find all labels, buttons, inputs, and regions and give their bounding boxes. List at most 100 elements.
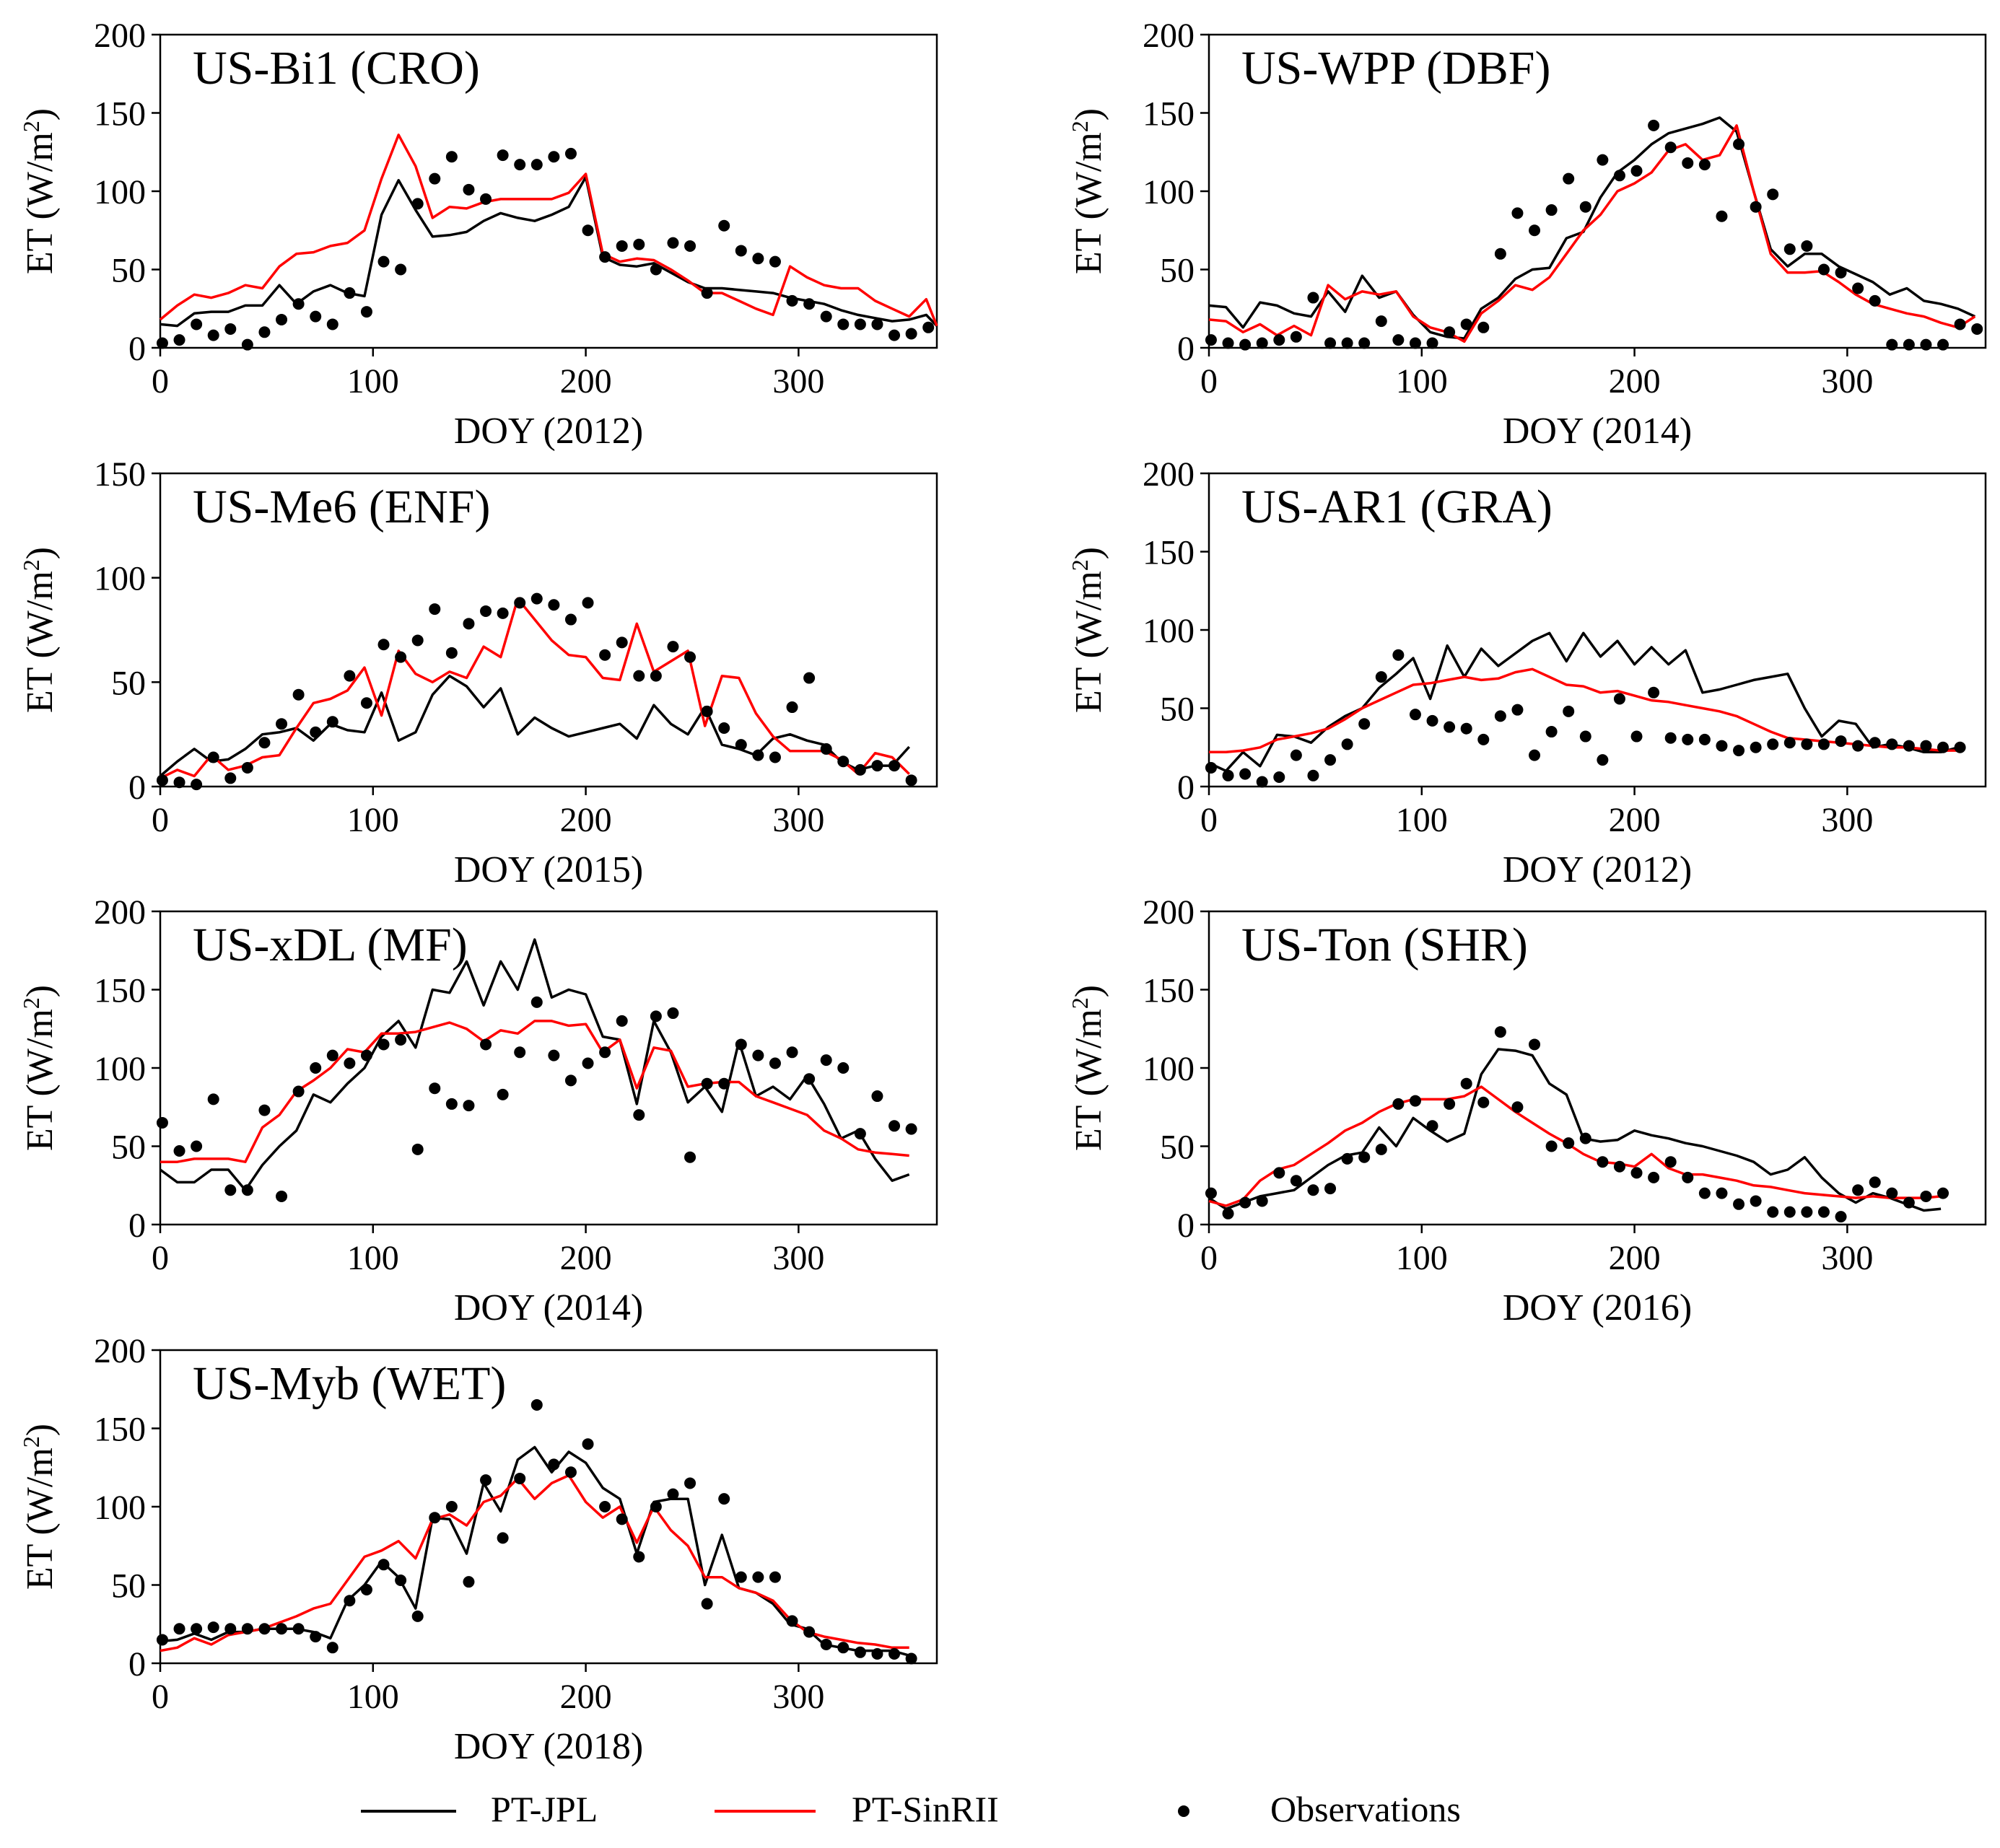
observation-point — [1903, 1196, 1915, 1209]
observation-point — [599, 1046, 611, 1059]
observation-point — [173, 334, 185, 346]
observation-point — [310, 726, 322, 738]
observation-point — [1545, 204, 1558, 216]
x-tick-label: 300 — [1821, 801, 1873, 839]
x-tick-label: 200 — [560, 362, 612, 400]
y-tick-label: 0 — [128, 768, 146, 807]
observation-point — [1222, 769, 1234, 781]
observation-point — [1630, 730, 1643, 743]
observation-point — [411, 634, 424, 647]
observation-point — [310, 1631, 322, 1643]
series-line-pt-sinrii — [160, 1473, 909, 1652]
observation-point — [224, 323, 237, 335]
observation-point — [463, 1100, 475, 1112]
observation-point — [445, 1098, 458, 1110]
x-axis-title: DOY (2016) — [1503, 1287, 1692, 1328]
observation-point — [1341, 1152, 1353, 1165]
observation-point — [1835, 735, 1847, 748]
series-line-pt-jpl — [1208, 1048, 1942, 1212]
chart-panel: 0 50 100 150 200 0 100 200 300 DOY (2018) ET (W/m2… — [18, 1332, 938, 1767]
observation-point — [667, 1488, 679, 1500]
observation-point — [360, 1584, 372, 1596]
observation-point — [258, 1104, 271, 1116]
observation-point — [1239, 768, 1252, 780]
observation-point — [888, 329, 901, 341]
y-tick-label: 200 — [94, 893, 146, 932]
observation-point — [718, 722, 730, 734]
y-tick-label: 200 — [94, 1332, 146, 1370]
observation-point — [786, 701, 798, 714]
observation-point — [1682, 157, 1694, 169]
observation-point — [377, 255, 390, 268]
y-tick-label: 0 — [1177, 768, 1195, 807]
y-tick-label: 0 — [1177, 330, 1195, 368]
observation-point — [480, 1474, 492, 1486]
observation-point — [1630, 165, 1643, 177]
observation-point — [1698, 1187, 1711, 1199]
observation-point — [344, 287, 356, 299]
observation-point — [616, 1513, 628, 1525]
observation-point — [1801, 240, 1813, 252]
observation-point — [1954, 318, 1966, 330]
observation-point — [599, 649, 611, 661]
observation-point — [276, 1190, 288, 1202]
observation-point — [1477, 733, 1490, 745]
observation-point — [684, 651, 696, 663]
observation-point — [582, 1057, 594, 1069]
series-line-pt-sinrii — [160, 1020, 909, 1163]
x-tick-label: 200 — [560, 1678, 612, 1716]
observation-point — [1460, 722, 1472, 735]
observation-point — [514, 1046, 526, 1059]
observation-point — [548, 151, 560, 163]
observation-point — [1563, 705, 1575, 717]
observation-point — [752, 1049, 764, 1061]
observation-point — [445, 151, 458, 163]
observation-point — [497, 1532, 509, 1544]
observation-point — [769, 1571, 781, 1583]
observation-point — [1613, 693, 1625, 705]
y-tick-label: 150 — [1143, 95, 1195, 133]
observation-point — [1801, 1206, 1813, 1218]
observation-point — [1273, 334, 1285, 346]
observation-point — [530, 159, 543, 171]
observation-point — [684, 1477, 696, 1489]
observation-point — [173, 1145, 185, 1157]
y-tick-label: 50 — [111, 664, 146, 702]
x-tick-label: 0 — [1200, 362, 1218, 400]
observation-point — [718, 219, 730, 232]
observation-point — [633, 670, 645, 682]
observation-point — [1852, 1184, 1864, 1196]
observation-point — [258, 1623, 271, 1635]
series-line-pt-sinrii — [1208, 1085, 1942, 1207]
observation-point — [360, 306, 372, 318]
x-tick-label: 100 — [1396, 801, 1448, 839]
observation-point — [735, 245, 747, 257]
observation-point — [1869, 737, 1881, 749]
observation-point — [1239, 338, 1252, 351]
observation-point — [564, 613, 577, 626]
observation-point — [530, 592, 543, 605]
legend-label: PT-JPL — [491, 1789, 598, 1829]
y-tick-label: 150 — [94, 95, 146, 133]
observation-point — [1290, 749, 1302, 761]
y-tick-label: 50 — [111, 252, 146, 290]
y-tick-label: 50 — [1160, 691, 1195, 729]
observation-point — [1817, 738, 1830, 750]
observation-point — [241, 761, 253, 774]
observation-point — [1783, 243, 1796, 255]
observation-point — [224, 1184, 237, 1196]
observation-point — [360, 1049, 372, 1061]
observation-point — [429, 172, 441, 185]
x-axis-title: DOY (2014) — [1503, 411, 1692, 452]
observation-point — [1835, 1211, 1847, 1223]
observation-point — [548, 599, 560, 611]
observation-point — [1682, 733, 1694, 745]
observation-point — [752, 1571, 764, 1583]
x-tick-label: 0 — [152, 1239, 169, 1277]
observation-point — [769, 255, 781, 268]
observation-point — [1750, 201, 1762, 213]
observation-point — [820, 1054, 832, 1067]
observation-point — [803, 672, 816, 684]
observation-point — [1954, 741, 1966, 753]
observation-point — [684, 240, 696, 252]
